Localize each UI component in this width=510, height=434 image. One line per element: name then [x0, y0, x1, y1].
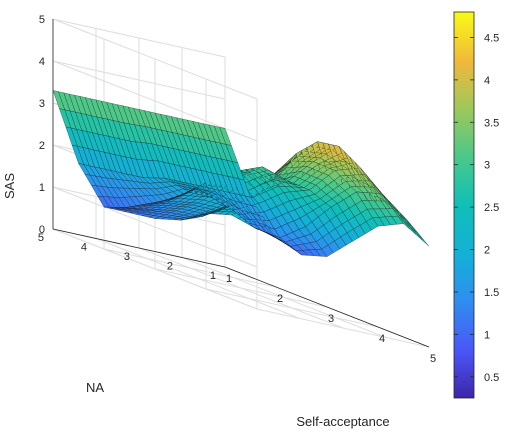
x-axis-line: [224, 266, 430, 348]
colorbar-tick-label: 0.5: [484, 372, 499, 384]
x-tick-label: 2: [277, 293, 283, 305]
colorbar-ticks: 0.5 1 1.5 2 2.5 3 3.5 4 4.5: [454, 32, 499, 384]
colorbar-tick-label: 1.5: [484, 287, 499, 299]
x-tick-label: 4: [379, 333, 385, 345]
x-axis-label: Self-acceptance: [296, 414, 389, 429]
x-tick-label: 1: [226, 273, 232, 285]
surface-patch: [410, 227, 423, 241]
grid-line: [52, 228, 258, 310]
z-tick-label: 1: [39, 182, 45, 194]
grid-line: [52, 18, 226, 58]
grid-line: [138, 247, 344, 329]
grid-line: [52, 186, 258, 268]
y-tick-label: 2: [167, 261, 173, 273]
y-tick-label: 5: [38, 232, 44, 244]
colorbar-tick-label: 4.5: [484, 32, 499, 44]
colorbar-tick-label: 1: [484, 329, 490, 341]
surface-patch: [417, 233, 430, 247]
colorbar-tick-label: 2: [484, 245, 490, 257]
z-tick-label: 5: [39, 14, 45, 26]
y-tick-label: 4: [81, 242, 87, 254]
y-axis-line: [52, 228, 226, 268]
colorbar-tick-label: 2.5: [484, 202, 499, 214]
z-tick-label: 2: [39, 140, 45, 152]
z-tick-label: 0: [39, 224, 45, 236]
colorbar-tick-label: 3: [484, 160, 490, 172]
y-tick-label: 1: [210, 270, 216, 282]
z-tick-label: 3: [39, 98, 45, 110]
grid-line: [52, 60, 258, 142]
z-tick-label: 4: [39, 56, 45, 68]
y-axis-label: NA: [86, 380, 104, 395]
grid-line: [181, 257, 387, 338]
grid-line: [52, 60, 226, 100]
grid-line: [52, 18, 258, 100]
surface-mesh: [52, 90, 430, 257]
axes-layer: 0 1 2 3 4 5 1 2 3 4 5 1 2 3 4 5: [38, 14, 436, 365]
x-tick-label: 3: [328, 313, 334, 325]
colorbar-tick-label: 3.5: [484, 117, 499, 129]
grid-line: [95, 238, 301, 319]
z-axis-label: SAS: [2, 173, 17, 199]
colorbar: [453, 11, 475, 399]
colorbar-tick-label: 4: [484, 75, 490, 87]
y-tick-label: 3: [124, 251, 130, 263]
x-tick-label: 5: [430, 353, 436, 365]
